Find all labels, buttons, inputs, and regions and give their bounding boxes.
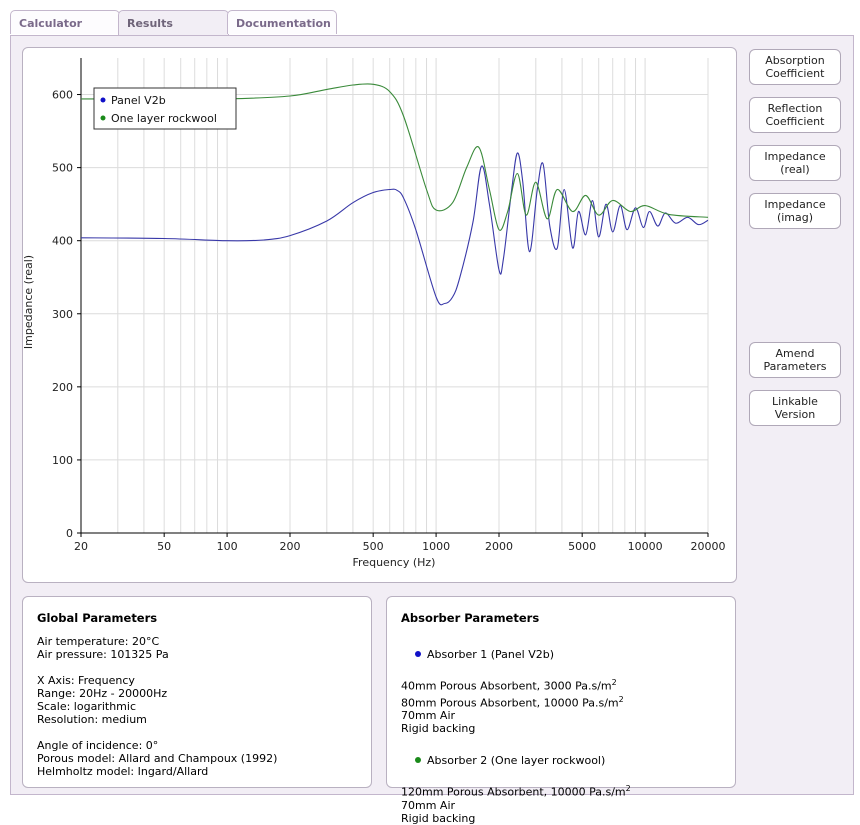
legend-entry-panel-v2b: Panel V2b (111, 94, 166, 107)
absorber-parameters-box: Absorber Parameters Absorber 1 (Panel V2… (386, 596, 736, 825)
x-tick-label: 10000 (628, 540, 663, 553)
x-tick-label: 200 (280, 540, 301, 553)
y-tick-label: 200 (52, 381, 73, 394)
range-setting: Range: 20Hz - 20000Hz (37, 687, 168, 700)
x-tick-label: 100 (217, 540, 238, 553)
global-parameters-box: Global Parameters Air temperature: 20°C … (22, 596, 372, 788)
absorber-2-layer-1: 120mm Porous Absorbent, 10000 Pa.s/m2 (401, 784, 631, 799)
helmholtz-model-setting: Helmholtz model: Ingard/Allard (37, 765, 209, 778)
absorber-1-layer-2: 80mm Porous Absorbent, 10000 Pa.s/m2 (401, 694, 624, 710)
absorber-1-layer-3: 70mm Air (401, 709, 456, 723)
absorber-parameters-title: Absorber Parameters (401, 611, 540, 625)
series-line-panel-v2b (80, 152, 709, 306)
x-tick-label: 2000 (485, 540, 513, 553)
x-axis-label: Frequency (Hz) (353, 556, 436, 569)
absorber-2-backing: Rigid backing (401, 811, 476, 825)
porous-model-setting: Porous model: Allard and Champoux (1992) (37, 752, 278, 765)
absorption-coefficient-button[interactable]: Absorption Coefficient (749, 49, 841, 85)
x-tick-label: 1000 (422, 540, 450, 553)
x-tick-label: 50 (157, 540, 171, 553)
absorber-1-backing: Rigid backing (401, 722, 476, 736)
legend-marker-panel-v2b (100, 97, 106, 103)
series-line-rockwool (80, 83, 709, 231)
absorber-1-heading: Absorber 1 (Panel V2b) (427, 648, 555, 661)
legend-entry-rockwool: One layer rockwool (111, 112, 217, 125)
y-tick-label: 300 (52, 308, 73, 321)
y-tick-label: 600 (52, 89, 73, 102)
chart-legend: Panel V2b One layer rockwool (93, 87, 237, 130)
air-temperature: Air temperature: 20°C (37, 635, 160, 648)
x-tick-label: 500 (363, 540, 384, 553)
legend-marker-rockwool (100, 115, 106, 121)
absorber-1-dot-icon (415, 651, 421, 657)
absorber-2-heading: Absorber 2 (One layer rockwool) (427, 754, 606, 768)
resolution-setting: Resolution: medium (37, 713, 147, 726)
absorber-2-dot-icon (415, 757, 421, 764)
y-tick-label: 400 (52, 235, 73, 248)
x-tick-label: 20 (74, 540, 88, 553)
x-tick-label: 20000 (691, 540, 726, 553)
y-tick-label: 0 (66, 527, 73, 540)
x-axis-setting: X Axis: Frequency (37, 674, 135, 687)
angle-setting: Angle of incidence: 0° (37, 739, 159, 752)
impedance-imag-button[interactable]: Impedance (imag) (749, 193, 841, 229)
y-axis-label: Impedance (real) (23, 255, 35, 349)
tab-documentation[interactable]: Documentation (227, 10, 337, 34)
absorber-1-layer-1: 40mm Porous Absorbent, 3000 Pa.s/m2 (401, 678, 617, 693)
absorber-2-layer-2: 70mm Air (401, 798, 456, 812)
tab-calculator[interactable]: Calculator (10, 10, 120, 34)
absorber-2-heading-row: Absorber 2 (One layer rockwool) (401, 741, 721, 780)
impedance-real-button[interactable]: Impedance (real) (749, 145, 841, 181)
absorber-1-heading-row: Absorber 1 (Panel V2b) (401, 635, 721, 674)
impedance-chart: 20 50 100 200 500 1000 2000 5000 10000 20000 0 100 2… (22, 58, 726, 569)
chart-box: 20 50 100 200 500 1000 2000 5000 10000 20000 0 100 2… (22, 47, 737, 583)
global-parameters-title: Global Parameters (37, 611, 158, 625)
chart-series (80, 83, 709, 306)
amend-parameters-button[interactable]: Amend Parameters (749, 342, 841, 378)
reflection-coefficient-button[interactable]: Reflection Coefficient (749, 97, 841, 133)
x-tick-label: 5000 (568, 540, 596, 553)
chart-tick-labels: 20 50 100 200 500 1000 2000 5000 10000 20000 0 100 2… (52, 89, 726, 553)
chart-axes (77, 58, 709, 537)
tab-results[interactable]: Results (118, 10, 229, 37)
air-pressure: Air pressure: 101325 Pa (37, 648, 169, 661)
y-tick-label: 500 (52, 162, 73, 175)
y-tick-label: 100 (52, 454, 73, 467)
linkable-version-button[interactable]: Linkable Version (749, 390, 841, 426)
scale-setting: Scale: logarithmic (37, 700, 136, 713)
